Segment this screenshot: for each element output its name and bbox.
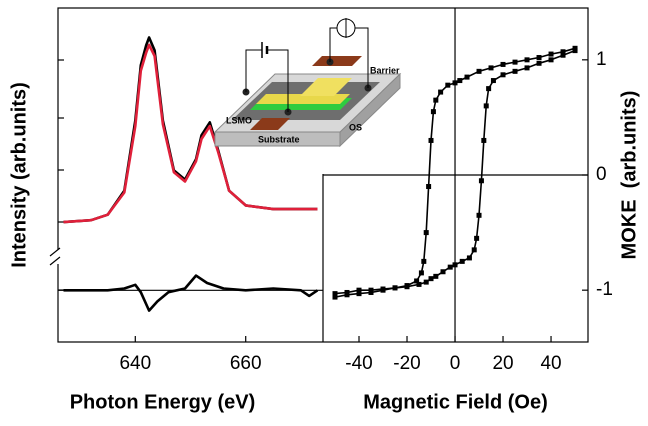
axis-break [49, 256, 61, 266]
data-point [457, 78, 463, 84]
data-point [332, 291, 338, 297]
x-axis-label: Photon Energy (eV) [70, 391, 256, 413]
data-point [344, 292, 350, 298]
data-point [560, 52, 566, 58]
inset-label: OS [349, 122, 362, 132]
data-point [418, 270, 424, 276]
data-point [500, 61, 506, 67]
data-point [428, 276, 434, 282]
data-point [414, 278, 420, 284]
data-point [471, 247, 477, 253]
data-point [440, 269, 446, 275]
y-tick-label: 1 [596, 49, 607, 70]
axis-break [49, 247, 61, 257]
data-point [512, 59, 518, 65]
data-point [356, 287, 362, 293]
top-electrode [312, 56, 362, 66]
wire [329, 27, 337, 62]
data-point [512, 68, 518, 74]
data-point [488, 65, 494, 71]
wire [355, 27, 369, 88]
data-point [433, 97, 439, 103]
data-point [416, 281, 422, 287]
x-tick-label: 40 [540, 353, 561, 374]
data-point [452, 80, 458, 86]
data-line [63, 274, 319, 312]
x-tick-label: 660 [230, 353, 262, 374]
data-point [428, 137, 434, 143]
data-point [466, 255, 472, 261]
x-tick-label: 640 [119, 353, 151, 374]
data-point [483, 103, 489, 109]
y-axis-label: MOKE (arb.units) [618, 91, 640, 260]
wire [245, 49, 262, 92]
data-point [392, 285, 398, 291]
x-tick-label: 20 [492, 353, 513, 374]
data-point [332, 294, 338, 300]
data-point [478, 178, 484, 184]
data-point [423, 230, 429, 236]
y-tick-label: 0 [596, 164, 607, 185]
data-point [536, 60, 542, 66]
x-tick-label: -40 [345, 353, 372, 374]
data-point [452, 262, 458, 268]
data-point [464, 74, 470, 80]
top-stripe [300, 78, 352, 96]
data-point [490, 78, 496, 84]
data-point [433, 273, 439, 279]
x-axis-label: Magnetic Field (Oe) [363, 391, 547, 413]
data-line [63, 43, 318, 224]
inset-diagram: Barrier LSMO OS Substrate [213, 18, 402, 148]
data-point [476, 68, 482, 74]
data-point [536, 55, 542, 61]
data-point [459, 258, 465, 264]
data-point [486, 86, 492, 92]
data-point [356, 291, 362, 297]
inset-label: Barrier [370, 65, 400, 75]
x-tick-label: 0 [450, 353, 461, 374]
data-point [524, 65, 530, 71]
data-point [430, 109, 436, 115]
data-point [548, 51, 554, 57]
data-point [438, 89, 444, 95]
data-point [481, 137, 487, 143]
data-point [524, 57, 530, 63]
data-point [476, 212, 482, 218]
data-point [445, 82, 451, 88]
y-axis-label: Intensity (arb.units) [8, 82, 30, 268]
data-point [447, 264, 453, 270]
y-tick-label: -1 [596, 279, 613, 300]
barrier-layer [256, 94, 350, 104]
data-point [423, 279, 429, 285]
data-point [368, 289, 374, 295]
data-point [548, 57, 554, 63]
x-tick-label: -20 [393, 353, 420, 374]
inset-label: LSMO [226, 115, 252, 125]
data-point [572, 45, 578, 51]
data-point [560, 49, 566, 55]
wire [267, 49, 289, 112]
data-point [404, 283, 410, 289]
data-point [474, 235, 480, 241]
data-point [500, 72, 506, 78]
lsmo-electrode [250, 118, 290, 130]
data-point [380, 287, 386, 293]
data-point [426, 184, 432, 190]
inset-label: Substrate [258, 134, 300, 144]
data-point [421, 258, 427, 264]
